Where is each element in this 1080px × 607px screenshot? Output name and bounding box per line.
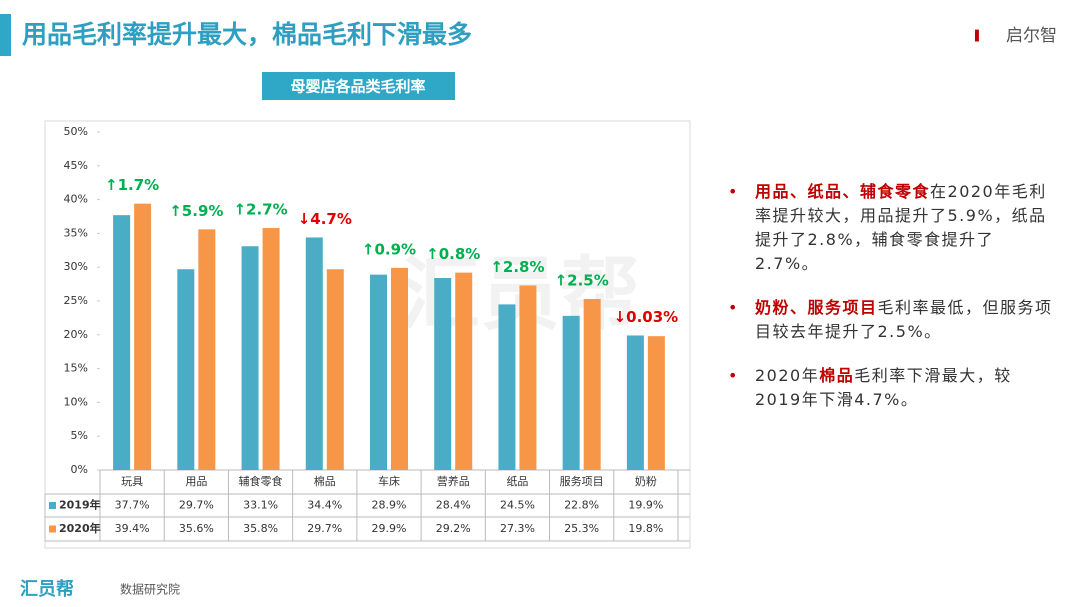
x-tick-label: 辅食零食 xyxy=(239,474,283,488)
bar xyxy=(134,203,152,470)
annotation: ↓4.7% xyxy=(298,210,352,228)
x-tick-label: 奶粉 xyxy=(635,474,657,488)
footer-org: 数据研究院 xyxy=(120,582,180,597)
slide-title: 用品毛利率提升最大，棉品毛利下滑最多 xyxy=(22,20,472,49)
x-tick-label: 营养品 xyxy=(437,474,470,488)
y-tick-label: 50% xyxy=(64,125,88,138)
table-value: 37.7% xyxy=(115,499,150,512)
table-value: 33.1% xyxy=(243,499,278,512)
x-tick-label: 服务项目 xyxy=(560,475,604,488)
bullet-dot: • xyxy=(728,182,739,201)
table-value: 28.9% xyxy=(372,499,407,512)
table-value: 35.6% xyxy=(179,522,214,535)
table-value: 29.9% xyxy=(372,522,407,535)
legend-key xyxy=(49,502,56,509)
legend-label: 2020年 xyxy=(59,521,101,535)
x-tick-label: 纸品 xyxy=(506,475,528,488)
bullet-text: 2020年 xyxy=(755,366,820,385)
table-value: 29.7% xyxy=(179,499,214,512)
bar xyxy=(455,272,473,470)
header-bar xyxy=(0,14,11,56)
bar xyxy=(370,274,387,470)
bar xyxy=(241,246,259,470)
annotation: ↑2.8% xyxy=(490,258,544,276)
table-value: 28.4% xyxy=(436,499,471,512)
y-tick-label: 5% xyxy=(71,429,88,442)
annotation: ↑2.7% xyxy=(233,200,287,218)
table-value: 25.3% xyxy=(564,522,599,535)
y-tick-label: 25% xyxy=(64,294,88,307)
bar xyxy=(391,267,408,470)
bullet-text: 在2020年毛利率提升较大，用品提升了5.9%，纸品提升了2.8%，辅食零食提升… xyxy=(755,182,1047,273)
y-tick-label: 40% xyxy=(64,193,88,206)
bullet-dot: • xyxy=(728,298,739,317)
bar xyxy=(626,335,644,470)
bar xyxy=(647,336,665,470)
bullet-text: 毛利率下滑最大，较2019年下滑4.7%。 xyxy=(755,366,1012,409)
bar xyxy=(562,315,580,470)
chart-frame xyxy=(44,120,691,549)
bar xyxy=(434,278,452,470)
highlight-text: 奶粉、服务项目 xyxy=(755,298,878,317)
bar xyxy=(519,285,537,470)
x-tick-label: 棉品 xyxy=(314,474,336,488)
table-value: 34.4% xyxy=(307,499,342,512)
highlight-text: 用品、纸品、辅食零食 xyxy=(755,182,931,201)
bullet: • 用品、纸品、辅食零食在2020年毛利率提升较大，用品提升了5.9%，纸品提升了… xyxy=(728,180,1058,276)
bar xyxy=(198,229,216,470)
table-value: 19.8% xyxy=(628,522,663,535)
bullet: • 奶粉、服务项目毛利率最低，但服务项目较去年提升了2.5%。 xyxy=(728,296,1058,344)
bar xyxy=(326,269,344,470)
y-tick-label: 0% xyxy=(71,463,88,476)
logo: 启尔智 xyxy=(1006,26,1057,46)
bullet: • 2020年棉品毛利率下滑最大，较2019年下滑4.7%。 xyxy=(728,364,1058,412)
table-value: 39.4% xyxy=(115,522,150,535)
table-value: 35.8% xyxy=(243,522,278,535)
annotation: ↑0.9% xyxy=(362,240,416,258)
table-value: 19.9% xyxy=(628,499,663,512)
x-tick-label: 用品 xyxy=(185,475,207,488)
table-value: 29.2% xyxy=(436,522,471,535)
footer-brand: 汇员帮 xyxy=(20,578,74,600)
annotation: ↑0.8% xyxy=(426,245,480,263)
x-tick-label: 玩具 xyxy=(121,475,143,488)
y-tick-label: 10% xyxy=(64,395,88,408)
bar xyxy=(113,215,131,470)
x-tick-label: 车床 xyxy=(378,474,400,488)
bar xyxy=(305,237,323,470)
bar xyxy=(177,269,195,470)
y-tick-label: 45% xyxy=(64,159,88,172)
y-tick-label: 20% xyxy=(64,328,88,341)
bar xyxy=(583,298,601,470)
y-tick-label: 15% xyxy=(64,362,88,375)
bar xyxy=(262,227,280,470)
y-tick-label: 30% xyxy=(64,260,88,273)
legend-label: 2019年 xyxy=(59,498,101,512)
legend-key xyxy=(49,525,56,533)
logo-mark: ▌ xyxy=(974,29,983,42)
bullet-text: 毛利率最低，但服务项目较去年提升了2.5%。 xyxy=(755,298,1053,341)
bullet-dot: • xyxy=(728,366,739,385)
bar xyxy=(498,304,516,470)
annotation: ↑1.7% xyxy=(105,176,159,194)
annotation: ↑5.9% xyxy=(169,202,223,220)
table-value: 22.8% xyxy=(564,499,599,512)
table-value: 27.3% xyxy=(500,522,535,535)
annotation: ↑2.5% xyxy=(555,271,609,289)
table-value: 29.7% xyxy=(307,522,342,535)
chart-title: 母婴店各品类毛利率 xyxy=(290,78,425,96)
chart-title-box xyxy=(262,72,455,100)
table-value: 24.5% xyxy=(500,499,535,512)
y-tick-label: 35% xyxy=(64,226,88,239)
highlight-text: 棉品 xyxy=(819,366,855,385)
bullet-list: • 用品、纸品、辅食零食在2020年毛利率提升较大，用品提升了5.9%，纸品提升了… xyxy=(728,180,1058,432)
annotation: ↓0.03% xyxy=(614,308,679,326)
